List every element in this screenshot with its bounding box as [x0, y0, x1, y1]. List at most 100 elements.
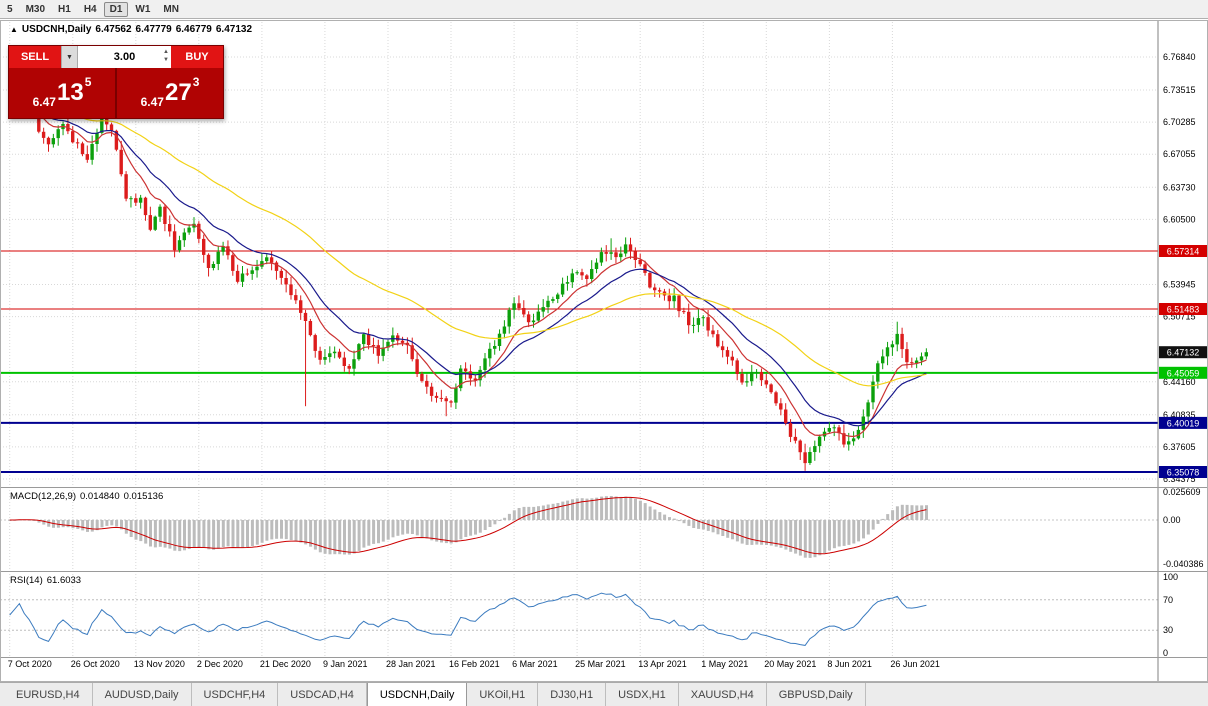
price-axis-label: 6.73515: [1163, 85, 1196, 95]
tab-usdcad-h4[interactable]: USDCAD,H4: [278, 683, 367, 706]
timeframe-button-5[interactable]: 5: [7, 3, 13, 15]
macd-histogram-bar: [105, 520, 109, 526]
macd-histogram-bar: [794, 520, 798, 554]
sell-button[interactable]: SELL: [9, 46, 61, 68]
candle-body: [294, 295, 298, 301]
macd-histogram-bar: [493, 520, 497, 525]
macd-histogram-bar: [32, 520, 36, 521]
macd-histogram-bar: [634, 498, 637, 520]
candle-body: [691, 324, 696, 326]
macd-histogram-bar: [653, 509, 657, 520]
candle-body: [362, 334, 366, 345]
macd-histogram-bar: [144, 520, 148, 544]
date-axis: 7 Oct 2020 26 Oct 2020 13 Nov 2020 2 Dec 20…: [8, 659, 940, 669]
volume-input[interactable]: 3.00 ▲ ▼: [78, 46, 171, 68]
candle-body: [182, 232, 186, 241]
tab-usdx-h1[interactable]: USDX,H1: [606, 683, 679, 706]
macd-histogram-bar: [585, 498, 589, 520]
macd-histogram-bar: [226, 520, 230, 547]
candle-body: [817, 436, 822, 447]
tab-audusd-daily[interactable]: AUDUSD,Daily: [93, 683, 192, 706]
candle-body: [706, 317, 710, 331]
candle-body: [187, 227, 191, 233]
candle-body: [255, 266, 259, 271]
candle-body: [827, 428, 831, 432]
macd-histogram-bar: [197, 520, 201, 547]
macd-histogram-bar: [488, 520, 492, 527]
current-price-badge-text: 6.47132: [1167, 348, 1200, 358]
timeframe-button-d1[interactable]: D1: [103, 1, 129, 17]
macd-histogram-bar: [66, 520, 70, 528]
macd-histogram-bar: [765, 520, 768, 545]
candle-body: [493, 346, 497, 349]
macd-histogram-bar: [478, 520, 482, 533]
macd-histogram-bar: [362, 520, 366, 548]
macd-histogram-bar: [498, 520, 502, 521]
tab-eurusd-h4[interactable]: EURUSD,H4: [4, 683, 93, 706]
macd-histogram-bar: [396, 520, 400, 536]
macd-histogram-bar: [158, 520, 162, 547]
candle-body: [793, 436, 798, 441]
macd-histogram-bar: [823, 520, 827, 553]
macd-histogram-bar: [721, 520, 725, 536]
macd-histogram-bar: [61, 520, 65, 528]
candle-body: [716, 334, 720, 347]
macd-histogram-bar: [832, 520, 836, 549]
candle-body: [303, 312, 308, 321]
candle-body: [284, 278, 288, 285]
candle-body: [788, 423, 793, 437]
macd-histogram-bar: [318, 520, 322, 553]
candle-body: [143, 197, 148, 216]
candle-body: [376, 345, 380, 356]
tab-ukoil-h1[interactable]: UKOil,H1: [467, 683, 539, 706]
timeframe-button-h4[interactable]: H4: [83, 3, 97, 15]
macd-histogram-bar: [454, 520, 458, 543]
timeframe-toolbar: 5 M30 H1 H4 D1 W1 MN: [0, 0, 1208, 19]
tab-xauusd-h4[interactable]: XAUUSD,H4: [679, 683, 767, 706]
volume-decrement-icon[interactable]: ▼: [163, 57, 169, 64]
date-axis-label: 26 Jun 2021: [890, 659, 940, 669]
timeframe-button-w1[interactable]: W1: [135, 3, 151, 15]
candle-body: [95, 132, 99, 144]
date-axis-label: 21 Dec 2020: [260, 659, 311, 669]
price-axis-label: 6.70285: [1163, 117, 1196, 127]
buy-price-display[interactable]: 6.47 27 3: [140, 75, 200, 109]
macd-histogram-bar: [507, 513, 511, 520]
buy-button[interactable]: BUY: [171, 46, 223, 68]
timeframe-button-mn[interactable]: MN: [163, 3, 179, 15]
candle-body: [415, 359, 419, 374]
macd-histogram-bar: [323, 520, 327, 554]
candle-body: [342, 357, 346, 366]
date-axis-label: 6 Mar 2021: [512, 659, 558, 669]
candle-body: [803, 452, 807, 464]
chart-canvas[interactable]: 6.76840 6.73515 6.70285 6.67055 6.63730 6.605…: [0, 20, 1208, 682]
tab-gbpusd-daily[interactable]: GBPUSD,Daily: [767, 683, 866, 706]
symbol-label: USDCNH,Daily: [21, 24, 92, 35]
macd-histogram-bar: [706, 520, 710, 531]
macd-histogram-bar: [687, 520, 691, 526]
timeframe-button-m30[interactable]: M30: [25, 3, 46, 15]
volume-dropdown-button[interactable]: ▼: [61, 46, 78, 68]
candle-body: [745, 381, 749, 383]
volume-increment-icon[interactable]: ▲: [163, 49, 169, 55]
candle-body: [696, 318, 701, 325]
macd-histogram-bar: [386, 520, 390, 540]
candle-body: [429, 386, 434, 396]
candle-body: [784, 409, 788, 424]
candle-body: [517, 303, 521, 308]
timeframe-button-h1[interactable]: H1: [58, 3, 71, 15]
macd-histogram-bar: [410, 520, 414, 534]
panel-separators: [0, 20, 1208, 682]
price-level-badge-text: 6.40019: [1167, 418, 1200, 428]
sell-price-display[interactable]: 6.47 13 5: [32, 75, 92, 109]
tab-usdchf-h4[interactable]: USDCHF,H4: [192, 683, 279, 706]
candle-body: [483, 358, 487, 370]
candle-body: [46, 137, 51, 145]
candle-body: [265, 257, 269, 262]
price-level-badge-text: 6.57314: [1167, 247, 1200, 257]
tab-usdcnh-daily[interactable]: USDCNH,Daily: [366, 683, 468, 706]
candle-body: [488, 348, 492, 359]
candle-body: [202, 238, 206, 255]
date-axis-label: 13 Apr 2021: [638, 659, 687, 669]
tab-dj30-h1[interactable]: DJ30,H1: [538, 683, 607, 706]
